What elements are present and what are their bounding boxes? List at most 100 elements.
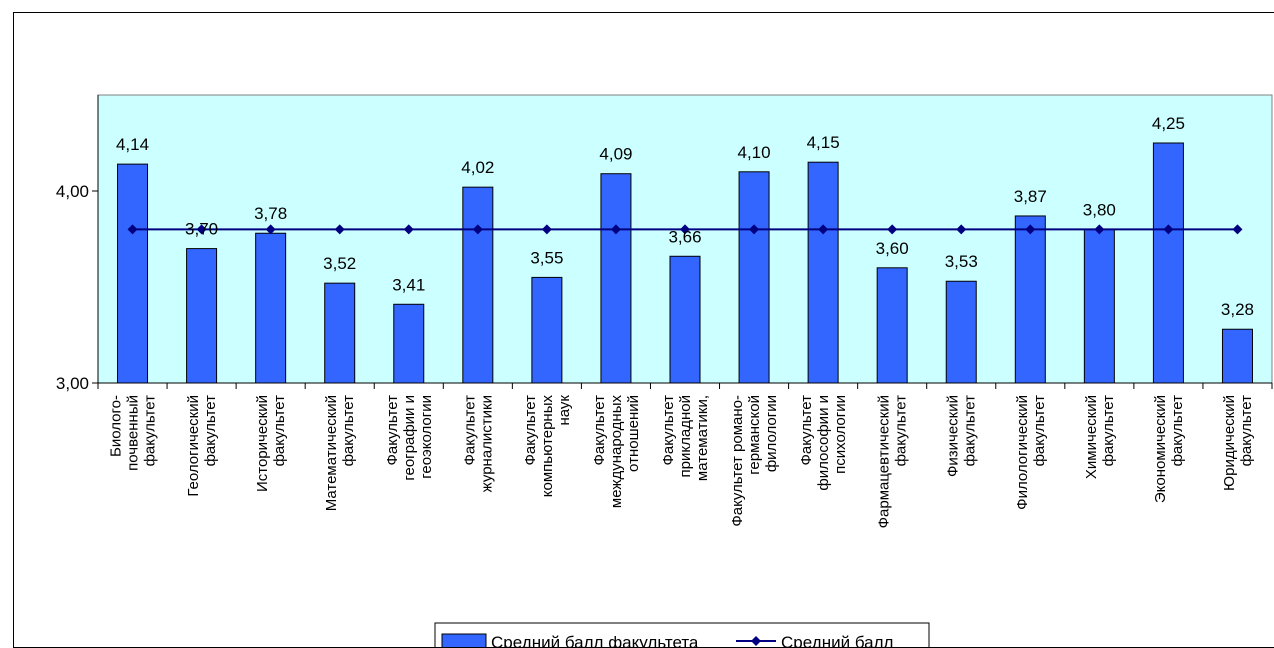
category-label-12-line-2: факультет: [893, 395, 910, 467]
legend-line-marker: [751, 636, 761, 646]
category-label-4-line-1: Математический: [323, 395, 340, 511]
average-marker-7: [541, 224, 552, 235]
category-label-5-line-2: географии и: [401, 395, 418, 481]
legend-bar-swatch: [441, 633, 487, 647]
data-label-15: 3,80: [1083, 200, 1116, 219]
category-label-7-line-2: компьютерных: [539, 395, 556, 498]
average-marker-5: [403, 224, 414, 235]
category-label-16-line-1: Экономический: [1152, 395, 1169, 503]
bar-14: [1014, 215, 1046, 384]
average-line-series: [127, 224, 1243, 235]
legend-line-label: Средний балл: [781, 633, 893, 647]
bar-6: [462, 186, 494, 384]
category-label-8-line-2: международных: [608, 395, 625, 509]
average-marker-3: [265, 224, 276, 235]
data-label-2: 3,70: [185, 220, 218, 239]
category-label-12-line-1: Фармацевтический: [876, 395, 893, 528]
average-marker-12: [887, 224, 898, 235]
bar-11: [807, 161, 839, 384]
data-labels: 4,14 3,70 3,78 3,52 3,41 4,02 3,55 4,09 3,66 4,10…: [116, 114, 1254, 319]
average-marker-8: [610, 224, 621, 235]
average-marker-10: [749, 224, 760, 235]
bar-9: [669, 255, 701, 384]
bar-15: [1083, 228, 1115, 384]
data-label-13: 3,53: [945, 252, 978, 271]
category-label-11-line-3: психологии: [832, 395, 849, 474]
category-label-4-line-2: факультет: [340, 395, 357, 467]
data-label-12: 3,60: [876, 239, 909, 258]
category-label-1-line-2: почвенный: [125, 395, 142, 471]
category-label-9-line-3: математики,: [694, 395, 711, 481]
data-label-14: 3,87: [1014, 187, 1047, 206]
category-label-2-line-2: факультет: [202, 395, 219, 467]
data-label-16: 4,25: [1152, 114, 1185, 133]
y-tick-label-1: 3,00: [56, 374, 89, 393]
category-label-3-line-2: факультет: [271, 395, 288, 467]
average-marker-4: [334, 224, 345, 235]
bar-13: [945, 280, 977, 384]
category-label-10-line-2: германской: [746, 395, 763, 475]
bar-12: [876, 267, 908, 384]
category-label-9-line-2: прикладной: [677, 395, 694, 477]
average-marker-15: [1094, 224, 1105, 235]
category-label-16-line-2: факультет: [1169, 395, 1186, 467]
data-label-4: 3,52: [323, 254, 356, 273]
average-marker-9: [680, 224, 690, 235]
bar-5: [393, 303, 425, 384]
bar-7: [531, 276, 563, 384]
average-marker-11: [818, 224, 829, 235]
average-marker-13: [956, 224, 967, 235]
category-label-5-line-3: геоэкологии: [418, 395, 435, 479]
data-label-8: 4,09: [599, 145, 632, 164]
bar-3: [255, 232, 287, 384]
legend-bar-label: Средний балл факультета: [491, 633, 699, 647]
category-label-1-line-1: Биолого-: [108, 395, 125, 457]
data-label-10: 4,10: [738, 143, 771, 162]
category-label-14-line-2: факультет: [1031, 395, 1048, 467]
category-label-7-line-1: Факультет: [522, 395, 539, 466]
category-label-13-line-2: факультет: [962, 395, 979, 467]
data-label-6: 4,02: [461, 158, 494, 177]
average-marker-6: [472, 224, 483, 235]
category-label-13-line-1: Физический: [945, 395, 962, 477]
axes: 3,00 4,00: [56, 95, 1273, 393]
average-marker-16: [1163, 224, 1174, 235]
data-label-11: 4,15: [807, 133, 840, 152]
legend-box: [434, 622, 930, 647]
average-marker-14: [1025, 224, 1036, 235]
category-label-2-line-1: Геологический: [185, 395, 202, 497]
bar-1: [117, 163, 149, 384]
data-label-9: 3,66: [668, 227, 701, 246]
category-label-17-line-2: факультет: [1238, 395, 1255, 467]
bar-16: [1152, 142, 1184, 384]
category-labels: Биолого-почвенный факультет Геологический ф…: [108, 395, 1255, 529]
category-label-10-line-3: филологии: [763, 395, 780, 472]
y-tick-label-2: 4,00: [56, 182, 89, 201]
category-label-8-line-1: Факультет: [591, 395, 608, 466]
bar-17: [1221, 328, 1253, 384]
average-marker-2: [196, 224, 207, 235]
average-marker-1: [127, 224, 138, 235]
category-label-9-line-1: Факультет: [660, 395, 677, 466]
category-label-1-line-3: факультет: [142, 395, 159, 467]
category-label-3-line-1: Исторический: [254, 395, 271, 492]
data-label-1: 4,14: [116, 135, 149, 154]
bar-10: [738, 171, 770, 384]
category-label-14-line-1: Филологический: [1014, 395, 1031, 510]
category-label-11-line-1: Факультет: [798, 395, 815, 466]
category-label-6-line-2: журналистики: [478, 395, 495, 492]
data-label-7: 3,55: [530, 248, 563, 267]
bar-8: [600, 173, 632, 384]
data-label-5: 3,41: [392, 275, 425, 294]
category-label-15-line-1: Химический: [1083, 395, 1100, 479]
category-label-6-line-1: Факультет: [461, 395, 478, 466]
average-marker-17: [1232, 224, 1243, 235]
chart-frame: 3,00 4,00 4,14 3,70 3,78 3,52 3,41 4,02 3,55 4,0…: [13, 12, 1274, 648]
legend: Средний балл факультета Средний балл: [434, 622, 930, 647]
category-label-10-line-1: Факультет романо-: [729, 395, 746, 527]
category-label-8-line-3: отношений: [625, 395, 642, 472]
bar-2: [186, 248, 218, 384]
bar-4: [324, 282, 356, 384]
category-label-7-line-3: наук: [556, 395, 573, 426]
bars: [117, 142, 1253, 384]
